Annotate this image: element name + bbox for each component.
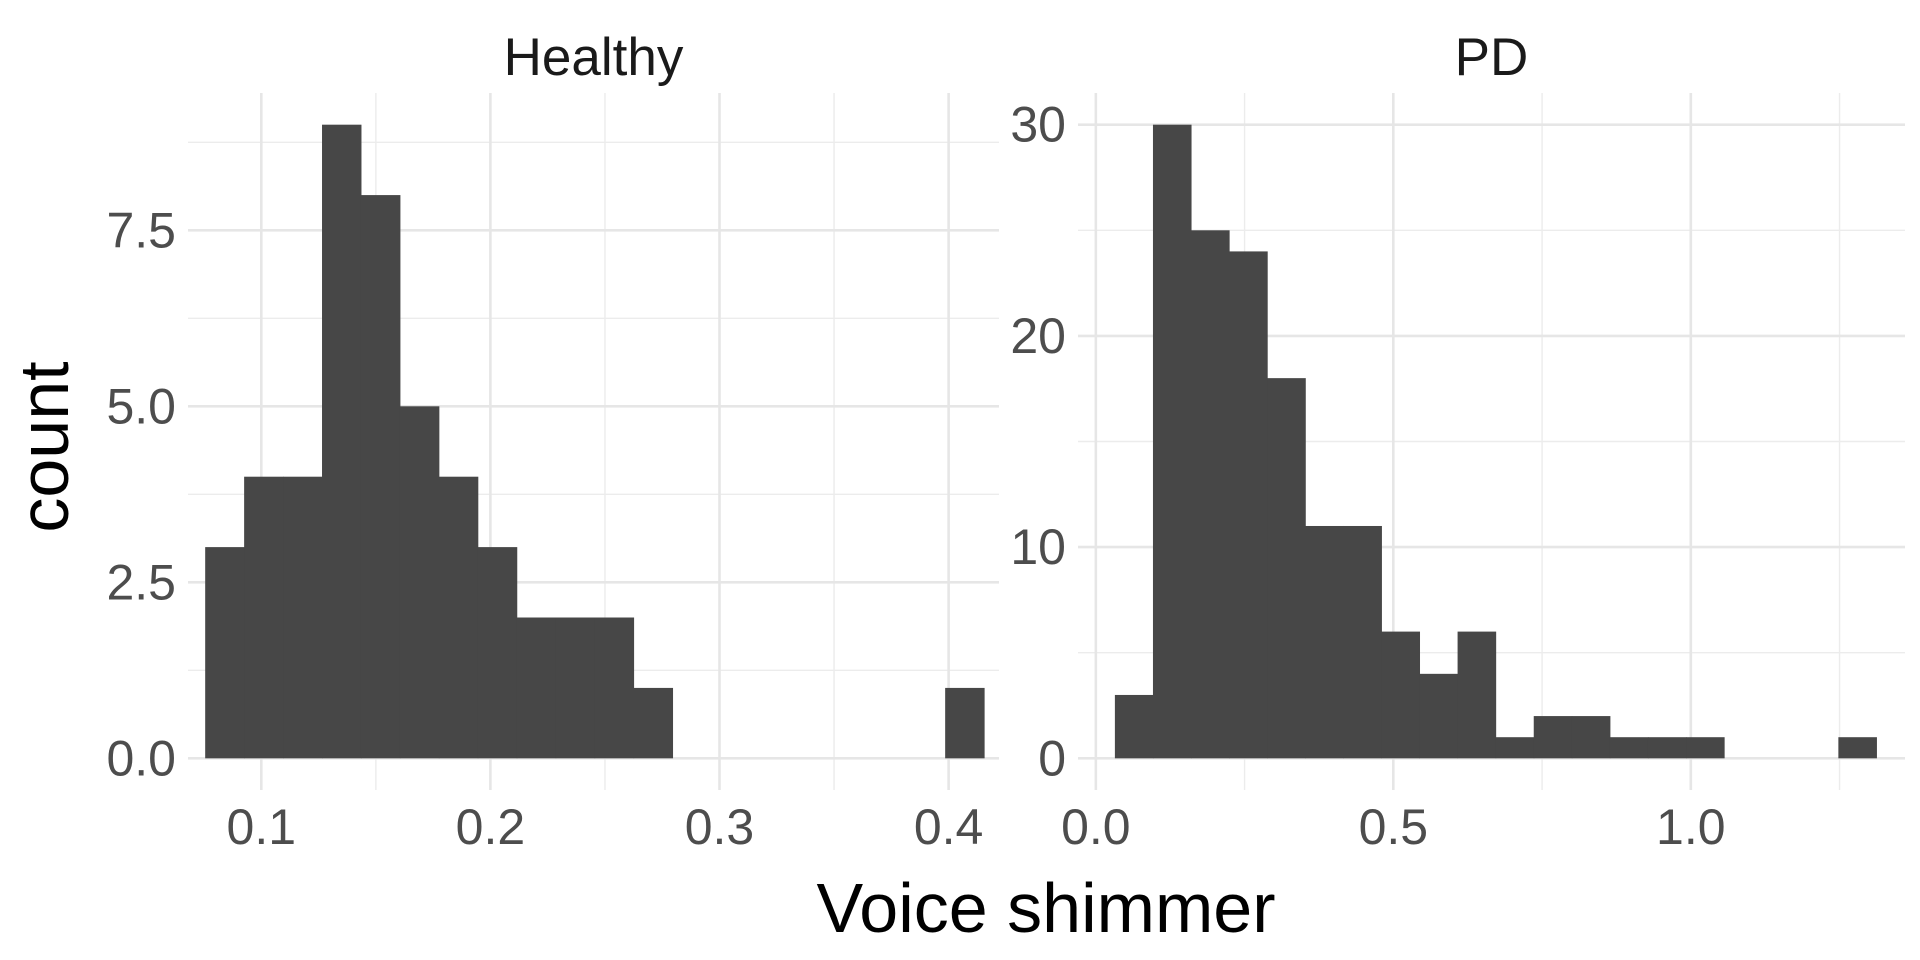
bar-healthy-8 [516,617,557,759]
bar-pd-0 [1114,694,1154,759]
bar-healthy-2 [283,476,323,759]
bar-pd-4 [1267,378,1306,759]
bar-pd-13 [1609,737,1649,759]
y-ticks-pd: 0 10 20 30 [1010,97,1066,787]
bar-healthy-6 [438,476,479,759]
bar-healthy-10 [594,617,635,759]
bar-healthy-5 [399,406,440,759]
panel-pd: 0 10 20 30 0.0 0.5 1.0 PD [1010,28,1905,855]
bar-pd-7 [1381,631,1421,759]
bar-pd-1 [1152,124,1192,759]
y-tick-label-pd: 0 [1038,730,1066,786]
x-tick-label-pd: 1.0 [1656,799,1726,855]
y-tick-label-healthy: 0.0 [106,730,176,786]
bar-healthy-3 [322,124,362,759]
bar-healthy-1 [244,476,284,759]
bar-healthy-7 [477,547,518,759]
x-tick-label-healthy: 0.1 [227,799,297,855]
panel-title-pd: PD [1455,28,1529,87]
bar-pd-9 [1457,631,1497,759]
x-ticks-healthy: 0.1 0.2 0.3 0.4 [227,799,984,855]
y-ticks-healthy: 0.0 2.5 5.0 7.5 [106,202,176,786]
x-tick-label-pd: 0.0 [1061,799,1131,855]
bar-healthy-0 [205,547,245,759]
bar-healthy-9 [555,617,596,759]
bars-pd [1114,124,1877,759]
x-tick-label-healthy: 0.4 [914,799,984,855]
bar-pd-11 [1533,716,1573,759]
y-tick-label-pd: 10 [1010,519,1066,575]
bar-pd-2 [1191,230,1230,759]
panel-title-healthy: Healthy [504,28,684,87]
y-axis-title: count [5,361,83,532]
bar-pd-8 [1419,673,1459,759]
x-ticks-pd: 0.0 0.5 1.0 [1061,799,1725,855]
bar-healthy-4 [360,195,401,759]
x-axis-title: Voice shimmer [816,869,1275,947]
bars-healthy [205,124,985,759]
bar-pd-15 [1686,737,1725,759]
y-tick-label-healthy: 2.5 [106,554,176,610]
bar-pd-19 [1838,737,1877,759]
bar-pd-14 [1647,737,1687,759]
x-tick-label-pd: 0.5 [1359,799,1429,855]
y-tick-label-pd: 30 [1010,97,1066,153]
bar-pd-12 [1571,716,1611,759]
y-tick-label-healthy: 7.5 [106,202,176,258]
bar-pd-3 [1229,251,1268,759]
bar-pd-6 [1343,525,1382,759]
y-tick-label-pd: 20 [1010,308,1066,364]
x-tick-label-healthy: 0.2 [456,799,526,855]
x-tick-label-healthy: 0.3 [685,799,755,855]
bar-pd-5 [1305,525,1344,759]
bar-healthy-11 [633,687,674,759]
y-tick-label-healthy: 5.0 [106,378,176,434]
bar-pd-10 [1495,737,1535,759]
panel-healthy: 0.0 2.5 5.0 7.5 0.1 0.2 0.3 0.4 Healthy [106,28,999,855]
bar-healthy-19 [945,687,985,759]
